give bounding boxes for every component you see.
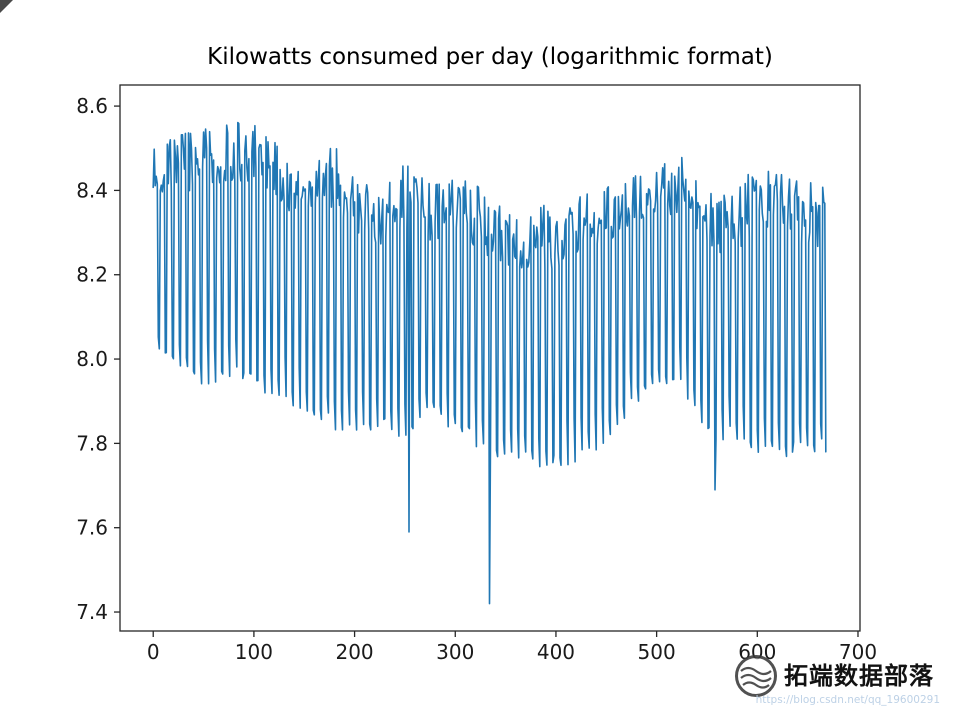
plot-border [119,84,861,632]
chart-title: Kilowatts consumed per day (logarithmic … [207,44,773,70]
series-line [152,121,827,605]
x-tick-label: 500 [638,640,676,664]
watermark-url: https://blog.csdn.net/qq_19600291 [755,694,940,706]
y-tick-label: 8.6 [76,94,108,118]
y-tick-label: 8.0 [76,347,108,371]
y-tick-label: 7.4 [76,600,108,624]
y-tick-label: 8.2 [76,263,108,287]
x-tick-label: 400 [537,640,575,664]
y-tick-label: 7.8 [76,431,108,455]
watermark-logo-icon [732,652,780,700]
y-tick-label: 7.6 [76,516,108,540]
x-tick-label: 200 [335,640,373,664]
x-tick-label: 0 [147,640,160,664]
x-tick-label: 700 [839,640,877,664]
corner-artifact [0,0,13,13]
x-tick-label: 300 [436,640,474,664]
watermark-text: 拓端数据部落 [784,662,934,690]
y-tick-label: 8.4 [76,178,108,202]
x-tick-label: 100 [235,640,273,664]
